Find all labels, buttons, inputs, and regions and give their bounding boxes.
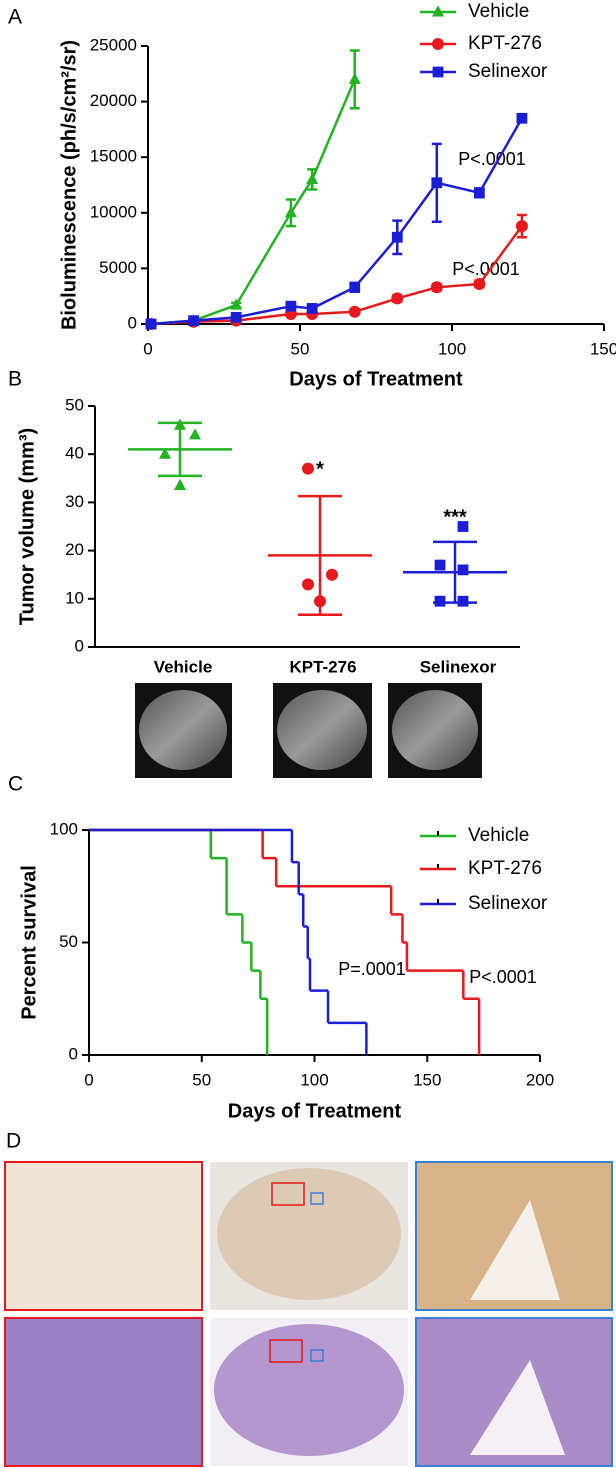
panel-label: D [6,1130,21,1153]
annotation: * [316,458,324,480]
marker [434,595,446,607]
marker [306,172,319,184]
legend-marker [432,38,444,50]
image-label: Selinexor [420,657,497,676]
marker [326,568,338,581]
image-label: KPT-276 [289,657,356,676]
marker [159,447,171,459]
y-tick-label: 10 [65,588,84,607]
x-tick-label: 150 [413,1070,441,1089]
marker [230,311,242,323]
y-tick-label: 20 [65,540,84,559]
marker [473,187,485,199]
marker [457,564,469,576]
x-tick-label: 100 [300,1070,328,1089]
marker [314,595,326,608]
legend-label: Selinexor [468,893,548,914]
legend-label: Vehicle [468,825,529,846]
marker [302,578,314,591]
marker [348,305,361,318]
y-tick-label: 40 [65,444,84,463]
legend-marker [432,66,444,78]
x-axis-title: Days of Treatment [289,368,463,390]
marker [434,559,446,571]
legend-label: KPT-276 [468,33,542,54]
x-tick-label: 150 [590,339,616,358]
marker [306,303,318,314]
legend-label: KPT-276 [468,858,542,879]
mri-images [135,683,482,778]
marker [230,298,243,310]
x-tick-label: 50 [291,339,310,358]
y-tick-label: 50 [65,395,84,414]
y-axis-title: Percent survival [18,865,40,1020]
marker [188,315,199,327]
y-tick-label: 5000 [99,258,137,277]
x-tick-label: 50 [192,1070,211,1089]
legend-label: Vehicle [468,1,529,22]
marker [145,318,157,330]
marker [457,595,469,607]
marker [431,177,443,189]
marker [516,112,528,124]
image-label: Vehicle [154,657,213,676]
marker [391,292,404,305]
annotation: P=.0001 [338,959,406,979]
panel-label: C [8,773,23,796]
legend-label: Selinexor [468,61,548,82]
x-axis-title: Days of Treatment [228,1100,402,1122]
y-tick-label: 25000 [90,35,137,54]
marker [457,521,469,532]
x-tick-label: 100 [438,339,466,358]
panel-label: B [8,368,22,391]
y-tick-label: 0 [128,313,137,332]
marker [174,478,186,491]
marker [515,220,528,233]
annotation: P<.0001 [452,259,520,279]
y-tick-label: 0 [75,636,84,655]
marker [473,277,486,290]
y-tick-label: 10000 [90,202,137,221]
marker [174,418,186,430]
marker [391,231,403,243]
sd-bar [298,494,342,616]
marker [302,462,314,475]
series-line [150,117,524,326]
marker [348,72,361,84]
x-tick-label: 200 [526,1070,554,1089]
y-axis-title: Bioluminescence (ph/s/cm²/sr) [58,40,80,330]
y-tick-label: 0 [69,1044,78,1063]
y-tick-label: 20000 [90,91,137,110]
marker [284,206,297,218]
marker [189,428,201,440]
marker [285,300,297,312]
series-line [150,225,523,326]
annotation: P<.0001 [469,967,537,987]
series-line [150,78,356,326]
x-tick-label: 0 [143,339,152,358]
y-tick-label: 100 [50,819,78,838]
marker [430,281,443,294]
panel-label: A [8,6,22,29]
annotation: P<.0001 [458,149,526,169]
y-tick-label: 30 [65,492,84,511]
y-axis-title: Tumor volume (mm³) [16,428,38,625]
histology-images [4,1161,613,1467]
y-tick-label: 15000 [90,147,137,166]
y-tick-label: 50 [59,932,78,951]
x-tick-label: 0 [84,1070,93,1089]
marker [349,281,361,293]
legend-marker [432,5,444,17]
